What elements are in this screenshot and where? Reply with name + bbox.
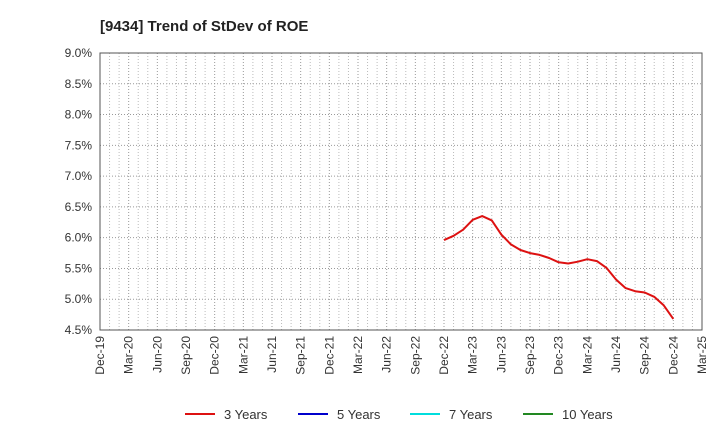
y-tick-label: 7.5%: [65, 138, 93, 152]
y-tick-label: 8.0%: [65, 108, 93, 122]
plot-frame: [99, 52, 703, 331]
x-tick-label: Mar-23: [466, 336, 480, 374]
legend: 3 Years 5 Years 7 Years 10 Years: [185, 407, 613, 422]
legend-label-10-years: 10 Years: [562, 407, 613, 422]
x-tick-label: Jun-23: [494, 336, 508, 373]
y-tick-label: 8.5%: [65, 77, 93, 91]
x-tick-label: Jun-22: [380, 336, 394, 373]
x-tick-label: Sep-22: [408, 336, 422, 375]
x-tick-label: Dec-23: [552, 336, 566, 375]
x-tick-label: Sep-23: [523, 336, 537, 375]
x-tick-label: Sep-20: [179, 336, 193, 375]
x-tick-label: Mar-24: [580, 336, 594, 374]
series-group: [443, 215, 675, 320]
y-tick-label: 6.0%: [65, 231, 93, 245]
chart-title: [9434] Trend of StDev of ROE: [100, 18, 308, 35]
y-axis: 9.0% 8.5% 8.0% 7.5% 7.0% 6.5% 6.0% 5.5% 5.0% 4.5%: [65, 46, 93, 337]
x-tick-label: Mar-20: [122, 336, 136, 374]
series-line-3-years: [443, 215, 675, 320]
y-tick-label: 7.0%: [65, 169, 93, 183]
x-tick-label: Dec-24: [666, 336, 680, 375]
x-tick-label: Dec-19: [93, 336, 107, 375]
legend-label-5-years: 5 Years: [337, 407, 381, 422]
x-tick-label: Dec-20: [208, 336, 222, 375]
x-tick-label: Mar-22: [351, 336, 365, 374]
y-tick-label: 4.5%: [65, 323, 93, 337]
x-tick-label: Jun-21: [265, 336, 279, 373]
x-tick-label: Mar-21: [236, 336, 250, 374]
x-tick-label: Jun-24: [609, 336, 623, 373]
x-axis: Dec-19 Mar-20 Jun-20 Sep-20 Dec-20 Mar-21 Jun-…: [93, 336, 709, 375]
x-tick-label: Jun-20: [150, 336, 164, 373]
x-tick-label: Sep-21: [294, 336, 308, 375]
y-tick-label: 5.0%: [65, 292, 93, 306]
x-tick-label: Mar-25: [695, 336, 709, 374]
legend-label-3-years: 3 Years: [224, 407, 268, 422]
y-tick-label: 9.0%: [65, 46, 93, 60]
x-tick-label: Sep-24: [638, 336, 652, 375]
x-tick-label: Dec-22: [437, 336, 451, 375]
x-tick-label: Dec-21: [322, 336, 336, 375]
grid: [99, 52, 703, 331]
y-tick-label: 5.5%: [65, 261, 93, 275]
y-tick-label: 6.5%: [65, 200, 93, 214]
legend-label-7-years: 7 Years: [449, 407, 493, 422]
